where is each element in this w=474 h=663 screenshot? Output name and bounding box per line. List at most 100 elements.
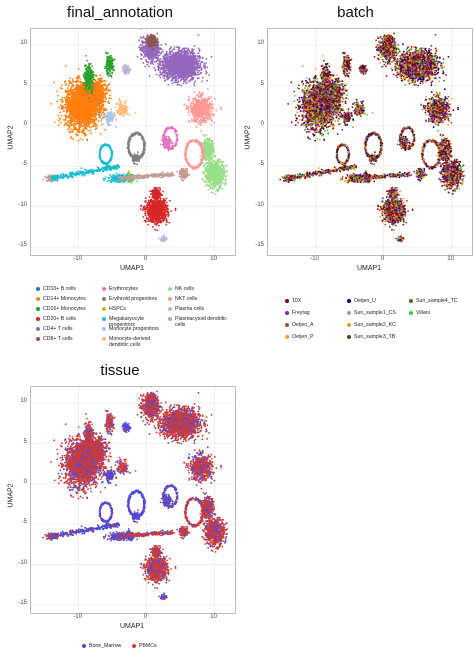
point: [79, 120, 81, 123]
point: [76, 122, 78, 125]
point: [72, 105, 75, 107]
point: [70, 87, 72, 90]
point: [108, 97, 111, 99]
point: [102, 96, 104, 99]
point: [165, 197, 168, 200]
point: [72, 120, 75, 123]
point: [80, 87, 83, 90]
point: [85, 55, 87, 57]
point: [68, 131, 71, 133]
point: [90, 71, 93, 74]
point: [107, 75, 110, 77]
point: [93, 118, 95, 121]
point: [85, 88, 88, 90]
point: [104, 88, 107, 91]
point: [142, 216, 145, 218]
point: [58, 117, 61, 120]
point: [90, 94, 93, 97]
point: [74, 117, 77, 120]
point: [99, 89, 102, 91]
point: [61, 96, 64, 99]
point: [110, 75, 113, 78]
point: [82, 110, 84, 113]
point: [161, 201, 163, 203]
point: [61, 98, 64, 101]
point: [70, 113, 72, 116]
point: [68, 112, 71, 115]
point: [87, 94, 90, 96]
point: [76, 83, 78, 86]
point: [88, 111, 90, 114]
point: [165, 223, 168, 226]
point: [74, 109, 77, 112]
point: [92, 124, 95, 126]
point: [147, 220, 149, 223]
point: [72, 81, 75, 83]
point: [99, 115, 102, 118]
point: [164, 216, 166, 219]
point: [168, 199, 171, 202]
point: [78, 113, 81, 116]
point: [92, 71, 95, 73]
point: [60, 121, 62, 124]
point: [105, 92, 108, 94]
point: [87, 66, 90, 69]
point: [73, 102, 76, 104]
point: [76, 76, 79, 79]
point: [53, 121, 56, 124]
point: [68, 101, 70, 103]
point: [88, 122, 90, 125]
point: [69, 81, 71, 84]
panel-final-annotation: final_annotation UMAP2 UMAP1 -10 0 10 10 5 0-…: [0, 0, 240, 360]
point: [102, 91, 105, 93]
point: [74, 107, 76, 109]
point: [89, 62, 92, 65]
point: [90, 98, 93, 101]
point: [94, 112, 97, 115]
point: [95, 87, 97, 89]
point: [67, 124, 70, 127]
point: [91, 110, 93, 113]
point: [85, 64, 88, 67]
point: [76, 112, 79, 115]
point: [73, 99, 76, 102]
point: [144, 197, 147, 200]
point: [108, 66, 110, 69]
point: [64, 115, 67, 117]
point: [71, 111, 74, 114]
point: [82, 91, 84, 94]
point: [81, 138, 84, 141]
point: [74, 95, 77, 98]
point: [66, 90, 69, 93]
point: [86, 59, 88, 62]
point: [92, 87, 95, 90]
point: [65, 101, 68, 103]
point: [90, 85, 93, 88]
point: [81, 89, 84, 92]
point: [83, 117, 86, 120]
point: [91, 103, 94, 106]
point: [71, 115, 74, 118]
point: [68, 85, 70, 87]
point: [90, 77, 93, 80]
point: [106, 59, 109, 62]
point: [97, 120, 100, 122]
point: [105, 97, 107, 100]
point: [91, 75, 94, 78]
point: [84, 119, 87, 121]
point: [85, 94, 87, 97]
point: [154, 228, 156, 231]
point: [74, 128, 77, 131]
point: [90, 74, 92, 77]
points: [42, 29, 229, 243]
point: [85, 77, 87, 79]
point: [107, 55, 110, 58]
point: [95, 94, 97, 97]
point: [69, 94, 71, 96]
point: [144, 210, 147, 213]
point: [109, 73, 111, 75]
point: [85, 82, 88, 84]
point: [69, 118, 72, 121]
point: [76, 98, 79, 101]
point: [79, 92, 82, 95]
